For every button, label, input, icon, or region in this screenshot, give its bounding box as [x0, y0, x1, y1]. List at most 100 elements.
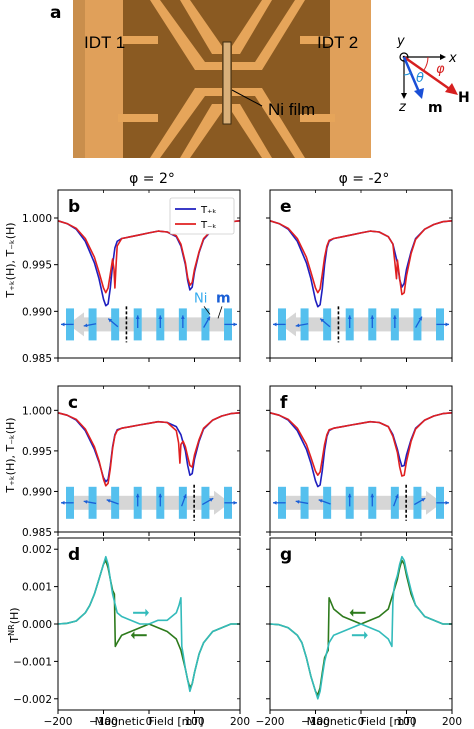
chart-panel-d: −200 −100 0 100 200 −0.002 −0.001 0.000 0.001 0.0…: [13, 537, 250, 728]
y-tick-label: 0.002: [22, 544, 52, 556]
coord-theta-label: θ: [416, 71, 424, 86]
magnetization-arrowhead-icon: [445, 500, 449, 505]
magnetization-arrowhead-icon: [83, 323, 88, 328]
magnetization-arrowhead-icon: [347, 315, 352, 319]
magnetization-arrowhead-icon: [209, 498, 214, 502]
coord-y-label: y: [396, 34, 405, 49]
H-arrow-icon: [445, 83, 458, 95]
magnetization-arrowhead-icon: [206, 316, 210, 321]
sweep-arrowhead-up-icon: [145, 608, 149, 617]
ylabel-top-row: T₊ₖ(H), T₋ₖ(H): [4, 222, 17, 298]
magnetization-arrowhead-icon: [61, 500, 65, 505]
idt1-label: IDT 1: [84, 33, 125, 52]
magnetization-arrowhead-icon: [158, 493, 163, 498]
phi-arc: [423, 56, 429, 71]
coord-m-label: m: [428, 100, 443, 116]
electrode-finger: [150, 0, 222, 70]
legend-label: T₋ₖ: [200, 220, 217, 231]
ylabel-bottom-tail: (H): [8, 607, 21, 624]
x-tick-label: 0: [358, 716, 365, 728]
idt2-bus: [300, 114, 335, 122]
photo-panel: IDT 1 IDT 2 Ni film: [73, 0, 371, 158]
panel-letter-e: e: [280, 197, 292, 217]
magnetization-arrowhead-icon: [370, 315, 375, 319]
idt2-pad: [330, 0, 371, 158]
magnetization-arrowhead-icon: [233, 322, 237, 327]
series-line-1: [269, 555, 452, 700]
idt1-pad-shade: [73, 0, 85, 158]
inset-m-pointer: [217, 306, 223, 319]
ni-film-pointer: [231, 89, 263, 107]
magnetization-arrowhead-icon: [61, 322, 65, 327]
electrode-finger: [232, 88, 305, 158]
x-tick-label: −100: [301, 716, 330, 728]
chart-panel-f: f: [266, 385, 453, 536]
magnetization-arrowhead-icon: [318, 499, 323, 503]
magnetization-arrowhead-icon: [392, 315, 397, 319]
y-tick-label: 1.000: [22, 213, 52, 225]
x-tick-label: −100: [89, 716, 118, 728]
magnetization-arrowhead-icon: [135, 315, 140, 319]
electrode-finger: [232, 104, 272, 158]
magnetization-arrowhead-icon: [273, 500, 277, 505]
axes-frame: [57, 385, 241, 533]
magnetization-arrowhead-icon: [106, 499, 111, 503]
x-tick-label: 100: [184, 716, 204, 728]
y-tick-label: 0.995: [22, 446, 52, 458]
ylabel-bottom-main: T: [8, 636, 21, 644]
inset-ni-pointer: [203, 306, 211, 315]
magnetization-arrowhead-icon: [295, 499, 300, 504]
coordinate-diagram: y x z H m θ φ: [396, 34, 470, 116]
legend-box: [169, 197, 235, 235]
magnetization-arrowhead-icon: [158, 315, 163, 319]
series-line-1: [269, 220, 453, 296]
chart-panel-e: e: [266, 189, 453, 362]
axes-frame: [269, 189, 453, 359]
sweep-arrowhead-up-icon: [364, 631, 368, 640]
panel-letter-f: f: [280, 393, 288, 413]
H-vector: [403, 55, 452, 92]
m-arrow-icon: [414, 88, 424, 99]
z-axis-arrow-icon: [401, 93, 407, 99]
idt1-bus: [118, 114, 158, 122]
electrode-finger: [232, 0, 272, 54]
x-tick-label: 200: [442, 716, 462, 728]
x-tick-label: −200: [44, 716, 73, 728]
column-header-right: φ = -2°: [339, 171, 390, 187]
panel-letter-b: b: [68, 197, 80, 217]
inset-ni-label: Ni: [194, 291, 207, 306]
magnetization-arrowhead-icon: [182, 494, 187, 499]
y-tick-label: −0.001: [13, 656, 52, 668]
panel-letter-g: g: [280, 545, 292, 565]
y-tick-label: 0.001: [22, 582, 52, 594]
ni-film-label: Ni film: [268, 100, 315, 119]
domain-band-arrow-icon: [426, 490, 442, 515]
chart-panel-g: −200 −100 0 100 200 g: [256, 537, 462, 728]
series-line-1: [57, 412, 241, 487]
ni-film-strip: [222, 41, 232, 125]
y-tick-label: 0.985: [22, 527, 52, 539]
series-line-1: [57, 555, 240, 693]
magnetization-arrowhead-icon: [347, 493, 352, 498]
y-tick-label: 0.985: [22, 353, 52, 365]
ylabel-middle-row: T₊ₖ(H), T₋ₖ(H): [4, 417, 17, 493]
series-line-0: [269, 559, 452, 696]
xlabel-left: Magnetic Field [mT]: [95, 715, 204, 728]
ylabel-bottom-row: TNR(H): [7, 607, 21, 643]
panel-letter-a: a: [50, 3, 61, 23]
series-line-1: [57, 220, 241, 294]
y-tick-label: 0.990: [22, 486, 52, 498]
xlabel-right: Magnetic Field [mT]: [307, 715, 416, 728]
magnetization-arrowhead-icon: [421, 498, 426, 502]
magnetization-arrowhead-icon: [108, 318, 113, 323]
magnetization-arrowhead-icon: [180, 315, 185, 319]
panel-letter-c: c: [68, 393, 78, 413]
domain-band-arrow-icon: [280, 312, 296, 337]
magnetization-arrowhead-icon: [295, 323, 300, 328]
series-line-1: [269, 412, 453, 477]
magnetization-arrowhead-icon: [418, 316, 422, 321]
sweep-arrowhead-down-icon: [349, 608, 354, 617]
theta-arc: [403, 72, 412, 76]
magnetization-arrowhead-icon: [320, 318, 325, 323]
y-tick-label: 0.990: [22, 306, 52, 318]
